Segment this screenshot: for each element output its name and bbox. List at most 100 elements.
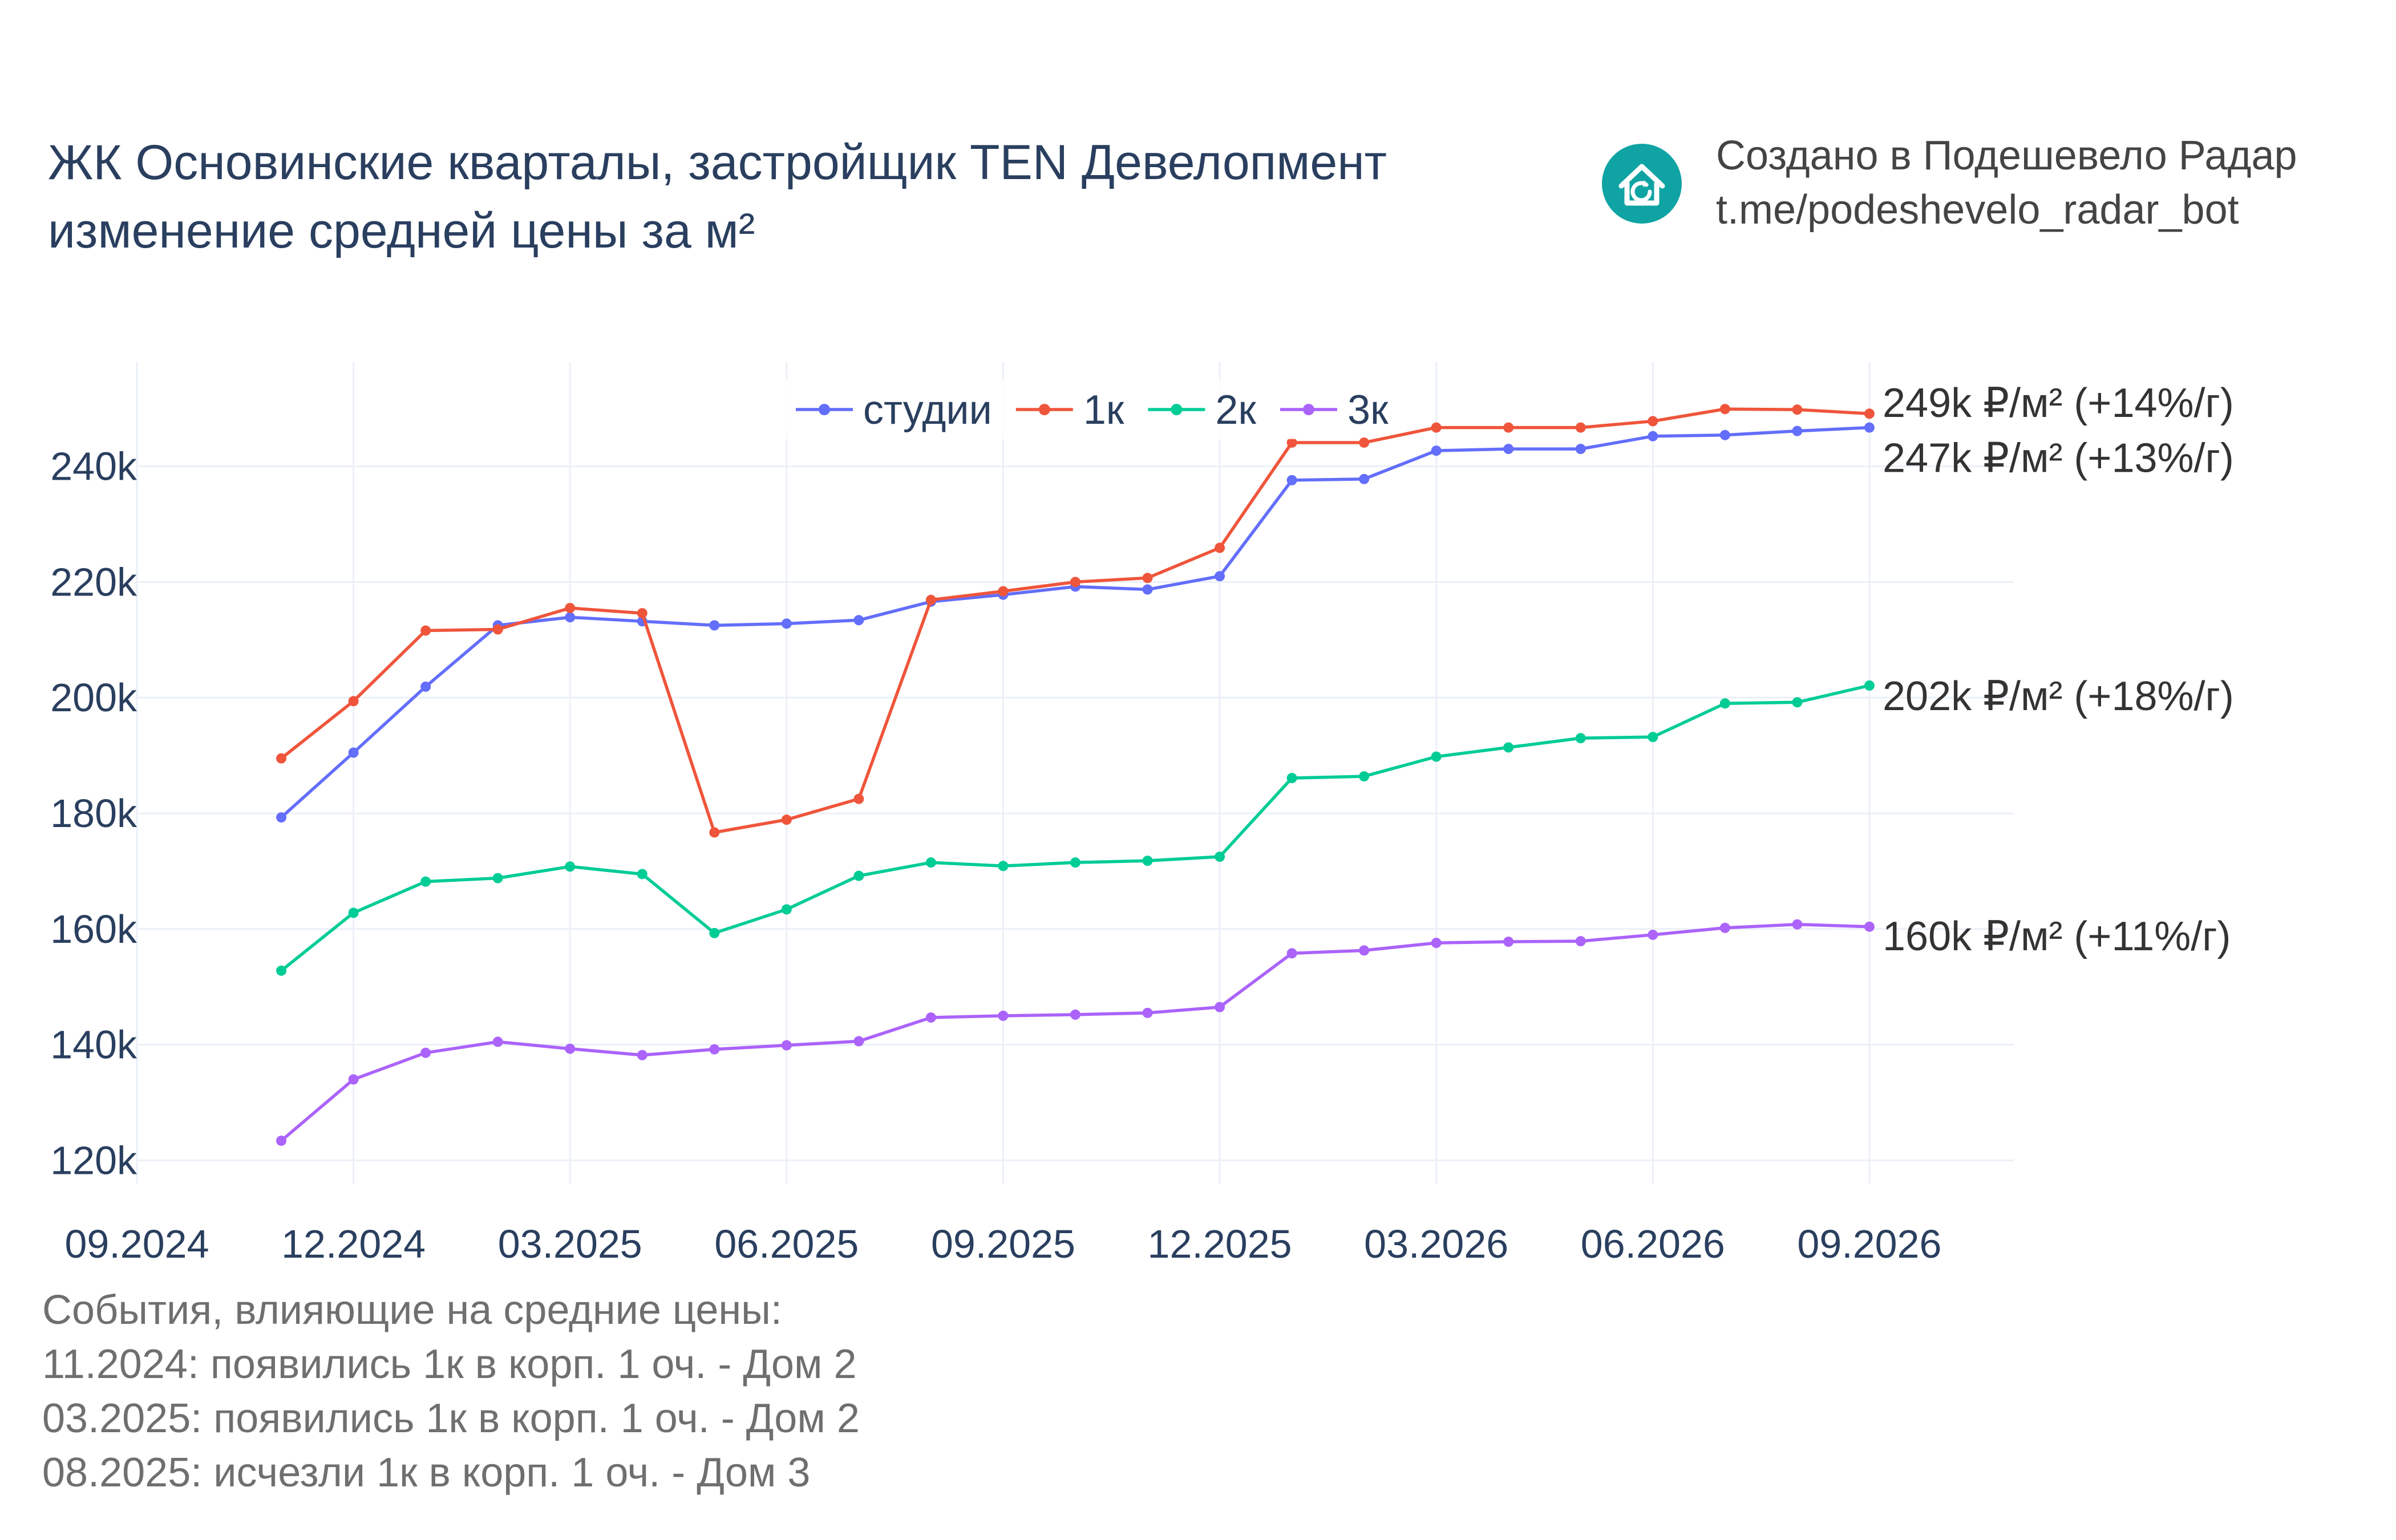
x-tick-label: 09.2026	[1797, 1222, 1941, 1266]
x-tick-label: 03.2026	[1364, 1222, 1508, 1266]
data-point	[1503, 422, 1514, 433]
x-tick-label: 12.2025	[1148, 1222, 1292, 1266]
data-point	[1215, 571, 1225, 582]
data-point	[925, 1012, 936, 1023]
data-point	[565, 861, 576, 872]
data-point	[637, 608, 647, 619]
data-point	[1359, 437, 1370, 448]
data-point	[1648, 929, 1658, 940]
data-point	[1719, 404, 1730, 415]
data-point	[492, 1036, 503, 1047]
legend-label: 3к	[1347, 387, 1389, 433]
data-point	[781, 1040, 792, 1051]
x-tick-label: 06.2026	[1581, 1222, 1725, 1266]
chart-title-line2: изменение средней цены за м²	[48, 204, 755, 258]
end-label: 247k ₽/м² (+13%/г)	[1883, 435, 2234, 481]
legend-marker	[1171, 404, 1183, 415]
house-refresh-icon	[1602, 144, 1682, 224]
events-block: События, влияющие на средние цены: 11.20…	[42, 1283, 860, 1500]
data-point	[348, 696, 359, 707]
legend-label: студии	[863, 387, 992, 433]
data-point	[1864, 422, 1875, 433]
data-point	[492, 873, 503, 884]
data-point	[420, 625, 431, 636]
data-point	[1070, 1009, 1080, 1020]
data-point	[348, 747, 359, 758]
y-tick-label: 200k	[50, 675, 137, 720]
data-point	[420, 681, 431, 692]
data-point	[853, 870, 864, 881]
x-tick-label: 03.2025	[498, 1222, 642, 1266]
data-point	[492, 624, 503, 635]
data-point	[1575, 733, 1586, 744]
data-point	[565, 612, 576, 623]
data-point	[1864, 921, 1875, 932]
y-tick-label: 180k	[50, 791, 137, 836]
data-point	[1648, 732, 1658, 743]
x-tick-label: 06.2025	[714, 1222, 859, 1266]
data-point	[1070, 577, 1080, 587]
data-point	[998, 586, 1009, 597]
data-point	[1864, 408, 1875, 419]
events-heading: События, влияющие на средние цены:	[42, 1287, 782, 1333]
data-point	[1431, 445, 1442, 456]
data-point	[1431, 938, 1442, 949]
data-point	[348, 1074, 359, 1085]
data-point	[1503, 937, 1514, 947]
data-point	[1575, 936, 1586, 947]
data-point	[1431, 422, 1442, 433]
data-point	[709, 827, 720, 838]
legend-marker	[1038, 404, 1050, 415]
data-point	[1215, 1002, 1225, 1012]
series-line-2к	[280, 684, 1870, 972]
legend-marker	[1302, 404, 1314, 415]
data-point	[1359, 771, 1370, 782]
data-point	[709, 620, 720, 631]
event-item: 03.2025: появились 1к в корп. 1 оч. - До…	[42, 1396, 860, 1441]
data-point	[637, 869, 647, 880]
data-point	[781, 618, 792, 629]
data-point	[1286, 475, 1297, 485]
legend-label: 1к	[1083, 387, 1124, 433]
credit-link[interactable]: t.me/podeshevelo_radar_bot	[1716, 187, 2239, 233]
end-label: 249k ₽/м² (+14%/г)	[1883, 380, 2234, 426]
series-line-3к	[280, 922, 1870, 1142]
data-point	[1719, 922, 1730, 933]
data-point	[1648, 431, 1658, 441]
event-item: 08.2025: исчезли 1к в корп. 1 оч. - Дом …	[42, 1450, 811, 1496]
data-point	[1719, 698, 1730, 709]
y-tick-label: 220k	[50, 560, 137, 604]
data-point	[1792, 425, 1803, 436]
data-point	[1142, 856, 1153, 866]
data-point	[348, 907, 359, 918]
data-point	[1286, 437, 1297, 448]
end-label: 202k ₽/м² (+18%/г)	[1883, 674, 2234, 719]
x-tick-label: 09.2024	[64, 1222, 209, 1266]
data-point	[1431, 751, 1442, 762]
data-point	[276, 753, 287, 764]
credit-line1: Создано в Подешевело Радар	[1716, 133, 2297, 179]
y-tick-label: 120k	[50, 1138, 137, 1182]
data-point	[1864, 680, 1875, 691]
data-point	[1142, 1007, 1153, 1018]
data-point	[1215, 852, 1225, 862]
data-point	[276, 812, 287, 823]
data-point	[925, 857, 936, 868]
data-point	[276, 1135, 287, 1146]
data-point	[1359, 945, 1370, 956]
data-point	[998, 861, 1009, 872]
data-point	[1575, 422, 1586, 433]
data-point	[1792, 404, 1803, 415]
data-point	[1792, 919, 1803, 930]
data-point	[1359, 473, 1370, 484]
data-point	[565, 1043, 576, 1054]
y-tick-label: 240k	[50, 444, 137, 489]
series-line-1к	[280, 407, 1870, 834]
data-point	[853, 793, 864, 804]
chart-title-line1: ЖК Основинские кварталы, застройщик TEN …	[48, 135, 1387, 190]
data-point	[853, 615, 864, 626]
credit-block: Создано в Подешевело Радар t.me/podeshev…	[1716, 129, 2297, 237]
data-point	[781, 814, 792, 825]
data-point	[709, 1044, 720, 1055]
